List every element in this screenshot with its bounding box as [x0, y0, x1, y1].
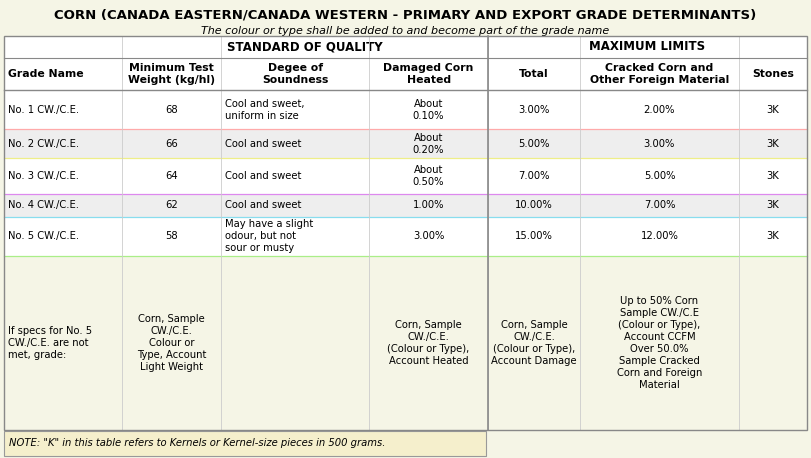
- Text: No. 3 CW./C.E.: No. 3 CW./C.E.: [8, 171, 79, 181]
- Text: 2.00%: 2.00%: [644, 104, 676, 114]
- Text: 68: 68: [165, 104, 178, 114]
- Text: 7.00%: 7.00%: [644, 200, 676, 210]
- Text: 5.00%: 5.00%: [518, 139, 550, 148]
- Text: 15.00%: 15.00%: [515, 231, 553, 241]
- Text: Cracked Corn and
Other Foreign Material: Cracked Corn and Other Foreign Material: [590, 63, 729, 85]
- Text: May have a slight
odour, but not
sour or musty: May have a slight odour, but not sour or…: [225, 219, 313, 253]
- Text: STANDARD OF QUALITY: STANDARD OF QUALITY: [227, 40, 383, 54]
- Text: 3K: 3K: [766, 104, 779, 114]
- Text: 3.00%: 3.00%: [518, 104, 550, 114]
- Bar: [4, 256, 807, 430]
- Bar: [4, 36, 807, 430]
- Text: 3K: 3K: [766, 200, 779, 210]
- Text: 1.00%: 1.00%: [413, 200, 444, 210]
- Text: Minimum Test
Weight (kg/hl): Minimum Test Weight (kg/hl): [128, 63, 215, 85]
- Text: Up to 50% Corn
Sample CW./C.E
(Colour or Type),
Account CCFM
Over 50.0%
Sample C: Up to 50% Corn Sample CW./C.E (Colour or…: [616, 296, 702, 390]
- Text: Cool and sweet: Cool and sweet: [225, 171, 301, 181]
- Text: 3.00%: 3.00%: [644, 139, 675, 148]
- Text: 3K: 3K: [766, 139, 779, 148]
- Text: Total: Total: [519, 69, 549, 79]
- Text: Grade Name: Grade Name: [8, 69, 84, 79]
- Text: Cool and sweet,
uniform in size: Cool and sweet, uniform in size: [225, 98, 304, 120]
- Text: 3K: 3K: [766, 231, 779, 241]
- Text: No. 5 CW./C.E.: No. 5 CW./C.E.: [8, 231, 79, 241]
- Text: 10.00%: 10.00%: [515, 200, 553, 210]
- Bar: [4, 158, 807, 194]
- Bar: [4, 431, 486, 456]
- Text: 58: 58: [165, 231, 178, 241]
- Text: MAXIMUM LIMITS: MAXIMUM LIMITS: [590, 40, 706, 54]
- Text: The colour or type shall be added to and become part of the grade name: The colour or type shall be added to and…: [201, 26, 610, 36]
- Text: Degee of
Soundness: Degee of Soundness: [262, 63, 328, 85]
- Text: Damaged Corn
Heated: Damaged Corn Heated: [384, 63, 474, 85]
- Bar: [4, 194, 807, 217]
- Text: 12.00%: 12.00%: [641, 231, 678, 241]
- Text: If specs for No. 5
CW./C.E. are not
met, grade:: If specs for No. 5 CW./C.E. are not met,…: [8, 326, 92, 360]
- Text: Cool and sweet: Cool and sweet: [225, 139, 301, 148]
- Text: CORN (CANADA EASTERN/CANADA WESTERN - PRIMARY AND EXPORT GRADE DETERMINANTS): CORN (CANADA EASTERN/CANADA WESTERN - PR…: [54, 8, 757, 21]
- Text: 62: 62: [165, 200, 178, 210]
- Text: 3.00%: 3.00%: [413, 231, 444, 241]
- Text: No. 2 CW./C.E.: No. 2 CW./C.E.: [8, 139, 79, 148]
- Text: 5.00%: 5.00%: [644, 171, 676, 181]
- Bar: [4, 129, 807, 158]
- Text: NOTE: "K" in this table refers to Kernels or Kernel-size pieces in 500 grams.: NOTE: "K" in this table refers to Kernel…: [9, 438, 385, 448]
- Text: No. 1 CW./C.E.: No. 1 CW./C.E.: [8, 104, 79, 114]
- Text: No. 4 CW./C.E.: No. 4 CW./C.E.: [8, 200, 79, 210]
- Text: About
0.10%: About 0.10%: [413, 98, 444, 120]
- Text: Corn, Sample
CW./C.E.
(Colour or Type),
Account Damage: Corn, Sample CW./C.E. (Colour or Type), …: [491, 320, 577, 366]
- Bar: [4, 217, 807, 256]
- Bar: [4, 36, 807, 430]
- Text: Cool and sweet: Cool and sweet: [225, 200, 301, 210]
- Text: 7.00%: 7.00%: [518, 171, 550, 181]
- Text: Corn, Sample
CW./C.E.
(Colour or Type),
Account Heated: Corn, Sample CW./C.E. (Colour or Type), …: [388, 320, 470, 366]
- Text: 66: 66: [165, 139, 178, 148]
- Text: 3K: 3K: [766, 171, 779, 181]
- Text: 64: 64: [165, 171, 178, 181]
- Text: Corn, Sample
CW./C.E.
Colour or
Type, Account
Light Weight: Corn, Sample CW./C.E. Colour or Type, Ac…: [137, 314, 206, 372]
- Text: Stones: Stones: [752, 69, 794, 79]
- Bar: [4, 90, 807, 129]
- Text: About
0.20%: About 0.20%: [413, 132, 444, 154]
- Text: About
0.50%: About 0.50%: [413, 165, 444, 187]
